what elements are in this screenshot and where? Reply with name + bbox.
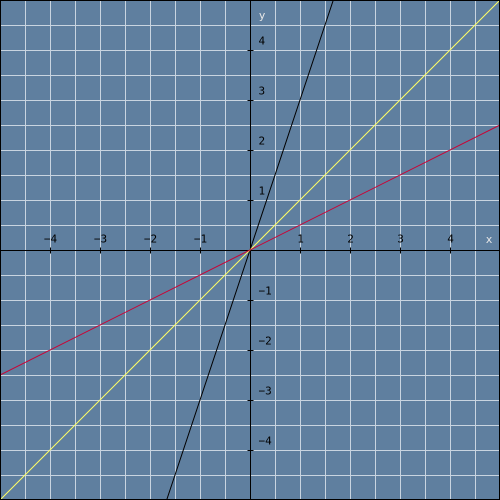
y-tick-label: −3 <box>259 385 272 398</box>
y-tick-label: 1 <box>259 185 266 198</box>
ticks: −4 −3 −2 −1 1 2 3 4 −4 −3 −2 −1 1 2 3 4 <box>44 35 454 451</box>
x-axis-label: x <box>486 233 493 246</box>
x-tick-label: 3 <box>397 233 404 246</box>
x-tick-label: −2 <box>144 233 157 246</box>
y-tick-label: 4 <box>259 35 266 48</box>
y-tick-label: −1 <box>259 285 272 298</box>
y-tick-label: −2 <box>259 335 272 348</box>
series-line <box>0 124 500 376</box>
x-tick-label: 1 <box>297 233 304 246</box>
x-tick-label: −1 <box>194 233 207 246</box>
x-tick-label: −4 <box>44 233 58 246</box>
y-tick-label: −4 <box>259 435 273 448</box>
x-tick-label: 2 <box>347 233 354 246</box>
y-tick-label: 3 <box>259 85 266 98</box>
y-axis-label: y <box>259 9 266 22</box>
y-tick-label: 2 <box>259 135 266 148</box>
x-tick-label: −3 <box>94 233 107 246</box>
x-tick-label: 4 <box>447 233 454 246</box>
